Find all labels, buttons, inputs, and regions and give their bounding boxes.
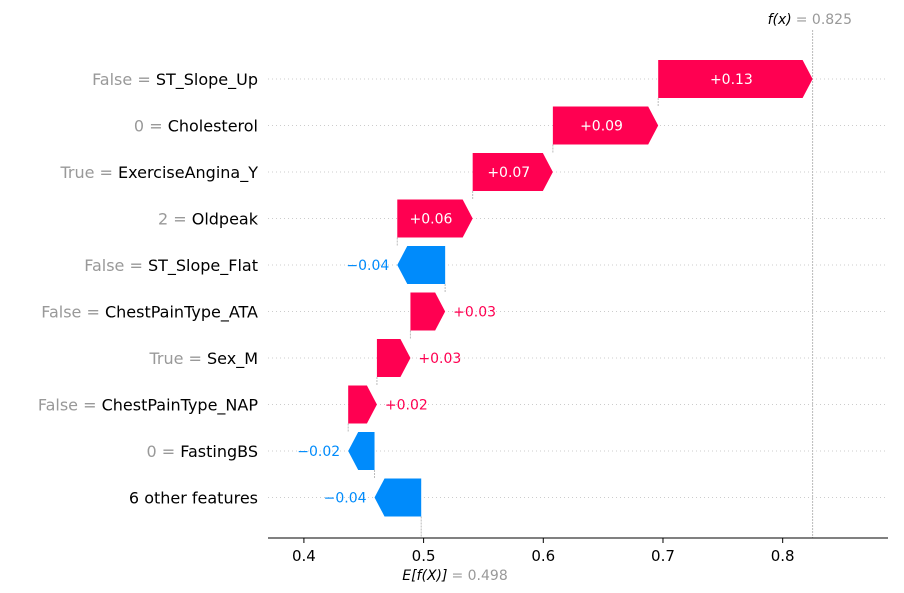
feature-label: False = ChestPainType_ATA [41,303,258,323]
x-axis: 0.4 0.5 0.6 0.7 0.8 [268,537,888,565]
base-value-label: E[f(X)] = 0.498 [402,568,507,584]
feature-label: True = ExerciseAngina_Y [59,163,258,183]
fx-value: = 0.825 [796,12,852,28]
negative-bar [374,478,422,517]
efx-value: = 0.498 [451,568,507,584]
feature-name: ChestPainType_ATA [105,303,258,323]
feature-label: False = ST_Slope_Up [92,70,258,90]
positive-bar [658,60,813,98]
feature-label: 0 = FastingBS [146,442,258,461]
feature-name: ExerciseAngina_Y [118,163,258,183]
feature-value: False = [38,396,102,415]
positive-bar [472,153,553,191]
feature-name: Sex_M [207,349,258,369]
efx-symbol: E[f(X)] [402,568,447,584]
feature-label: False = ChestPainType_NAP [38,396,259,416]
positive-bar [552,106,659,145]
contribution-bars [348,60,813,517]
feature-value: False = [84,256,148,275]
feature-label: 0 = Cholesterol [134,117,258,136]
positive-bar [397,199,473,238]
x-tick-label: 0.4 [292,547,316,565]
positive-bar [348,385,377,424]
x-tick-label: 0.5 [412,547,436,565]
feature-name: ChestPainType_NAP [102,396,259,416]
feature-labels: +0.13 False = ST_Slope_Up +0.09 0 = Cholest… [38,70,753,508]
feature-name: 6 other features [129,489,258,508]
bar-value-label: +0.13 [710,72,753,88]
final-value-label: f(x) = 0.825 [768,12,852,28]
bar-value-label: +0.02 [385,398,428,414]
negative-bar [397,246,446,284]
bar-value-label: −0.04 [346,258,389,274]
x-tick-label: 0.8 [771,547,795,565]
guide-lines [347,30,814,538]
bar-value-label: +0.03 [418,351,461,367]
positive-bar [376,339,411,377]
bar-value-label: +0.03 [453,305,496,321]
feature-name: ST_Slope_Up [156,70,258,90]
feature-value: True = [148,349,207,368]
bar-value-label: +0.06 [410,212,453,228]
feature-label: False = ST_Slope_Flat [84,256,258,276]
feature-name: Oldpeak [192,210,259,229]
feature-value: 2 = [158,210,192,229]
feature-name: Cholesterol [168,117,258,136]
bar-value-label: −0.02 [297,444,340,460]
feature-name: ST_Slope_Flat [148,256,258,276]
fx-symbol: f(x) [768,12,792,28]
bar-value-label: +0.07 [487,165,530,181]
bar-value-label: +0.09 [580,119,623,135]
feature-name: FastingBS [180,442,258,461]
feature-label: 6 other features [129,489,258,508]
feature-value: False = [92,70,156,89]
feature-label: True = Sex_M [148,349,258,369]
feature-value: 0 = [146,442,180,461]
x-tick-label: 0.6 [531,547,555,565]
feature-value: False = [41,303,105,322]
negative-bar [348,432,375,470]
feature-value: 0 = [134,117,168,136]
feature-value: True = [59,163,118,182]
x-tick-label: 0.7 [651,547,675,565]
bar-value-label: −0.04 [324,491,367,507]
positive-bar [410,292,446,331]
feature-label: 2 = Oldpeak [158,210,259,229]
